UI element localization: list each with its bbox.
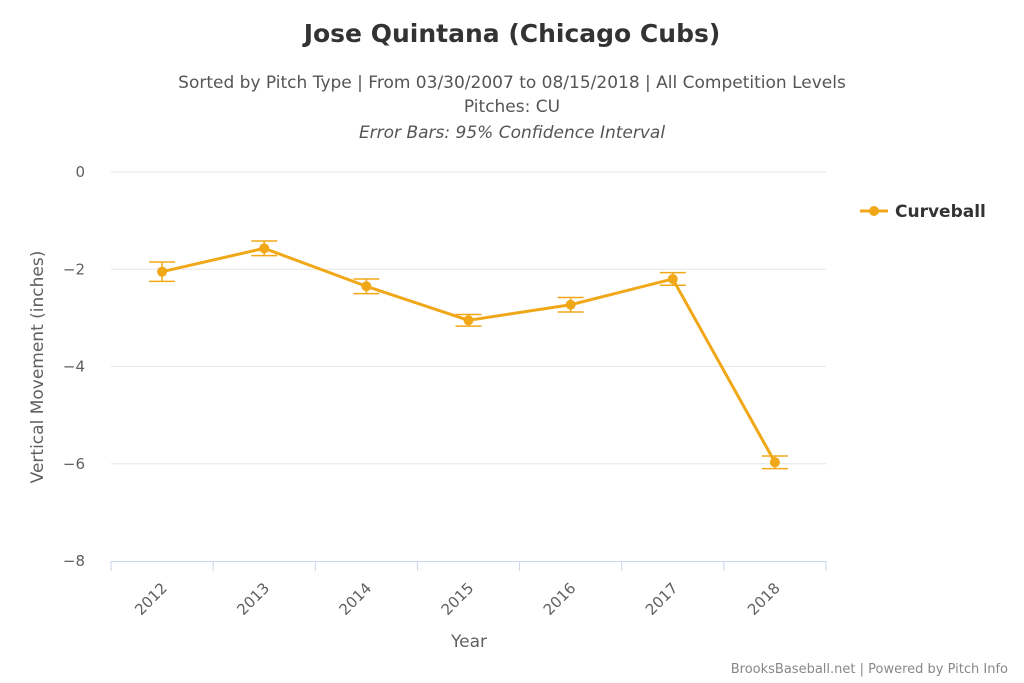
x-tick-label: 2017	[642, 579, 682, 619]
legend-marker	[869, 206, 879, 216]
y-axis-title: Vertical Movement (inches)	[28, 251, 48, 484]
chart-subtitle: Sorted by Pitch Type | From 03/30/2007 t…	[178, 73, 846, 93]
y-tick-label: 0	[75, 163, 85, 181]
data-point	[361, 281, 372, 292]
series-curveball	[149, 240, 788, 470]
data-point	[769, 457, 780, 468]
data-point	[463, 315, 474, 326]
chart-subtitle-pitches: Pitches: CU	[464, 97, 560, 117]
x-axis: 2012 2013 2014 2015 2016 2017 2018	[110, 561, 827, 619]
y-tick-label: −6	[63, 455, 85, 473]
chart-title: Jose Quintana (Chicago Cubs)	[302, 19, 721, 48]
x-tick-label: 2016	[540, 579, 580, 619]
chart-subtitle-error-bars: Error Bars: 95% Confidence Interval	[359, 123, 665, 143]
data-point	[565, 299, 576, 310]
x-tick-label: 2015	[438, 579, 478, 619]
y-tick-label: −8	[63, 552, 85, 570]
x-tick-label: 2014	[335, 579, 375, 619]
data-point	[667, 273, 678, 284]
y-tick-label: −2	[63, 260, 85, 278]
x-axis-title: Year	[450, 632, 487, 652]
legend[interactable]: Curveball	[860, 202, 986, 222]
series-line	[161, 246, 777, 464]
credits[interactable]: BrooksBaseball.net | Powered by Pitch In…	[731, 662, 1008, 677]
y-tick-label: −4	[63, 358, 85, 376]
y-axis-ticks: 0 −2 −4 −6 −8	[63, 163, 85, 570]
gridlines	[111, 171, 826, 465]
x-tick-label: 2012	[131, 579, 171, 619]
data-point	[259, 243, 270, 254]
data-point	[157, 266, 168, 277]
x-tick-label: 2013	[233, 579, 273, 619]
x-tick-label: 2018	[744, 579, 784, 619]
legend-label-curveball: Curveball	[895, 202, 986, 222]
